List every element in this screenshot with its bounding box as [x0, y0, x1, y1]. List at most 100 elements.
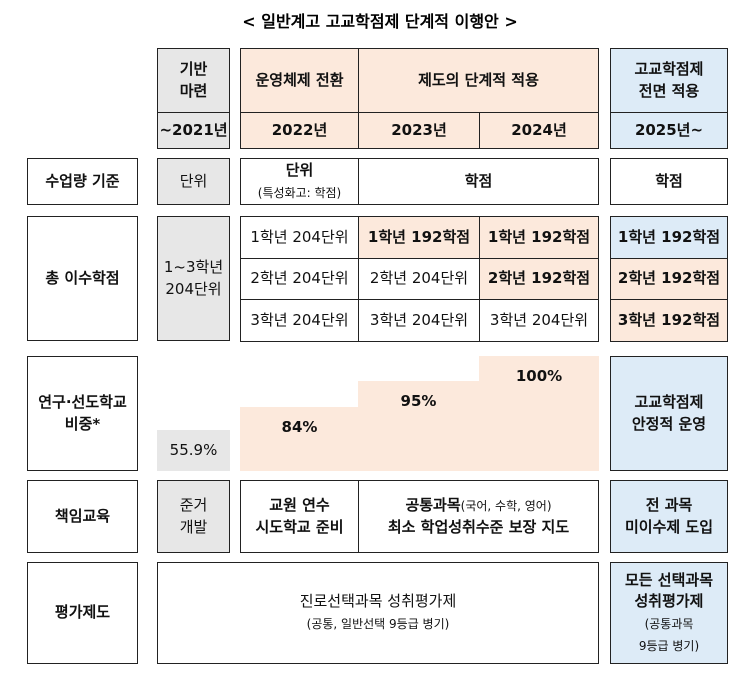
- cell-text: ~2021년: [159, 120, 228, 139]
- cell-line: 고교학점제: [634, 392, 703, 414]
- cell-text: 3학년 204단위: [369, 310, 469, 329]
- cell-line: 2학년 204단위: [370, 268, 468, 290]
- cell: 공통과목(국어, 수학, 영어) 최소 학업성취수준 보장 지도: [358, 480, 599, 553]
- cell-text: (공통, 일반선택 9등급 병기): [306, 617, 450, 631]
- cell-line: (특성화고: 학점): [258, 182, 341, 204]
- row-label: 총 이수학점: [27, 216, 138, 341]
- cell: 2학년 192학점: [610, 257, 728, 301]
- cell-line: 2023년: [391, 120, 447, 142]
- cell: 기반 마련: [157, 48, 230, 113]
- cell-line: 진로선택과목 성취평가제: [300, 591, 457, 613]
- cell-text: 고교학점제: [634, 392, 704, 411]
- cell-line: 2학년 204단위: [250, 268, 348, 290]
- cell-text: 운영체제 전환: [255, 70, 344, 89]
- cell-text: 제도의 단계적 적용: [418, 70, 539, 89]
- cell-text: 2학년 204단위: [369, 269, 469, 288]
- cell-text: (국어, 수학, 영어): [460, 498, 552, 513]
- cell: 1~3학년 204단위: [157, 216, 230, 341]
- year-cell: 2022년: [240, 112, 359, 149]
- cell-line: 1학년 192학점: [618, 227, 720, 249]
- cell-text: 1학년 192학점: [367, 227, 471, 246]
- cell-text: (특성화고: 학점): [257, 185, 342, 200]
- cell-line: 미이수제 도입: [625, 517, 713, 539]
- cell-line: 학점: [655, 171, 683, 193]
- cell-line: 1~3학년: [164, 257, 223, 279]
- cell-text: 모든 선택과목: [624, 570, 714, 589]
- cell-line: 최소 학업성취수준 보장 지도: [388, 517, 569, 539]
- cell-text: 1~3학년: [163, 257, 224, 276]
- cell-text: 개발: [179, 517, 208, 536]
- share-bar: 100%: [479, 356, 599, 471]
- cell-line: 100%: [516, 366, 562, 388]
- cell-text: 1학년 192학점: [487, 227, 591, 246]
- cell-text: 3학년 204단위: [489, 310, 589, 329]
- cell-text: 95%: [400, 392, 437, 410]
- cell-line: 연구·선도학교: [38, 392, 127, 414]
- cell-line: 2022년: [272, 120, 328, 142]
- cell-text: 2학년 192학점: [487, 269, 591, 288]
- row-label: 평가제도: [27, 562, 138, 664]
- cell-line: 시도학교 준비: [255, 517, 343, 539]
- cell: 3학년 204단위: [240, 299, 359, 342]
- cell-line: 1학년 204단위: [250, 227, 348, 249]
- cell-text: 성취평가제: [634, 592, 704, 611]
- cell-text: 책임교육: [54, 506, 111, 525]
- cell-line: 단위: [286, 160, 314, 182]
- cell: 3학년 192학점: [610, 299, 728, 342]
- cell-line: 준거: [180, 495, 208, 517]
- cell-text: 2023년: [391, 120, 447, 139]
- cell-line: 1학년 192학점: [488, 227, 590, 249]
- cell-text: 2학년 192학점: [617, 269, 721, 288]
- cell-text: 고교학점제: [634, 59, 704, 78]
- cell: 단위: [157, 158, 230, 205]
- cell-text: 평가제도: [54, 603, 111, 622]
- year-cell: 2025년~: [610, 112, 728, 149]
- cell-text: 단위: [285, 160, 314, 179]
- cell-text: 100%: [515, 367, 563, 385]
- cell-text: 학점: [655, 171, 683, 190]
- cell-text: 시도학교 준비: [255, 517, 344, 536]
- cell: 학점: [610, 158, 728, 205]
- cell-text: 1학년 192학점: [617, 227, 721, 246]
- cell: 제도의 단계적 적용: [358, 48, 599, 113]
- year-cell: ~2021년: [157, 112, 230, 149]
- cell-line: 개발: [180, 517, 208, 539]
- cell-text: 미이수제 도입: [624, 517, 714, 536]
- cell-text: 학점: [464, 171, 493, 190]
- cell: 3학년 204단위: [479, 299, 599, 342]
- cell-text: 비중*: [64, 414, 101, 433]
- cell-line: 마련: [180, 81, 208, 103]
- cell-text: 수업량 기준: [45, 171, 120, 190]
- cell-text: 전 과목: [645, 495, 693, 514]
- cell-text: 55.9%: [169, 440, 218, 459]
- cell-line: (공통과목: [645, 613, 694, 635]
- cell-line: 9등급 병기): [639, 635, 699, 657]
- cell: 2학년 204단위: [358, 257, 480, 301]
- cell: 2학년 204단위: [240, 257, 359, 301]
- cell-line: 55.9%: [170, 440, 218, 462]
- cell-text: 교원 연수: [269, 495, 330, 514]
- cell-line: 3학년 192학점: [618, 310, 720, 332]
- cell-line: (공통, 일반선택 9등급 병기): [307, 613, 450, 635]
- cell-line: 수업량 기준: [45, 171, 119, 193]
- cell-line: 단위: [180, 171, 208, 193]
- cell-text: 전면 적용: [638, 81, 700, 100]
- cell-line: 안정적 운영: [632, 414, 706, 436]
- cell: 3학년 204단위: [358, 299, 480, 342]
- row-label: 수업량 기준: [27, 158, 138, 205]
- cell-line: 책임교육: [55, 506, 110, 528]
- cell-text: 단위: [179, 171, 208, 190]
- cell-line: ~2021년: [159, 120, 227, 142]
- cell-text: (공통과목: [644, 617, 694, 631]
- year-cell: 2024년: [479, 112, 599, 149]
- cell-line: 제도의 단계적 적용: [418, 70, 539, 92]
- cell-text: 안정적 운영: [631, 414, 707, 433]
- cell-text: 3학년 192학점: [617, 310, 721, 329]
- cell-line: 전 과목: [646, 495, 693, 517]
- row-label: 연구·선도학교 비중*: [27, 356, 138, 471]
- cell: 2학년 192학점: [479, 257, 599, 301]
- cell-line: 성취평가제: [634, 591, 703, 613]
